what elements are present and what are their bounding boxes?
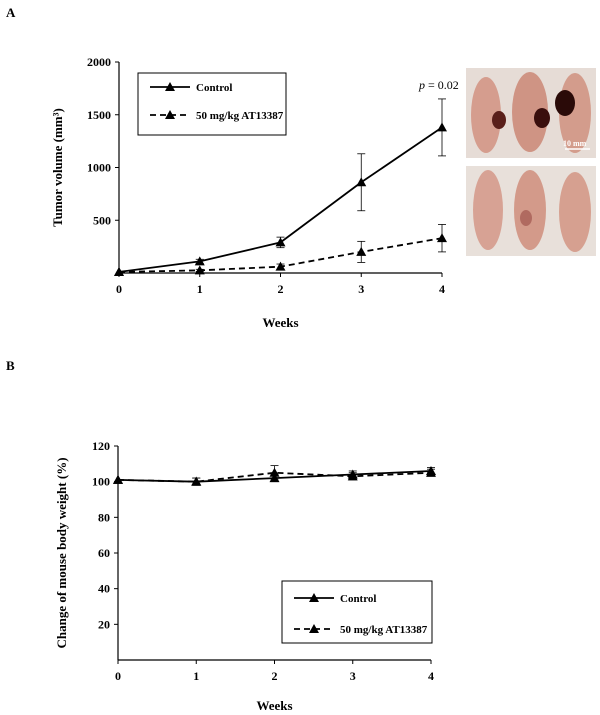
y-tick-label: 40 [98,582,110,596]
chart-b-body-weight: 20 40 60 80 100 120 0 1 2 3 4 Weeks Change of mouse … [54,439,436,713]
x-tick-label: 4 [428,669,434,683]
p-value-annotation: p = 0.02 [418,78,459,92]
x-tick-label: 4 [439,282,445,296]
y-tick-label: 20 [98,617,110,631]
data-point-control [437,122,447,132]
data-point-at13387 [194,265,205,275]
data-point-at13387 [347,471,358,481]
x-axis-title: Weeks [256,698,292,713]
data-point-control [275,237,286,247]
x-tick-label: 0 [115,669,121,683]
x-tick-label: 3 [358,282,364,296]
legend-label-at13387: 50 mg/kg AT13387 [196,110,284,122]
legend-box [137,72,287,136]
y-axis-title: Change of mouse body weight (%) [54,457,69,648]
y-tick-label: 100 [92,475,110,489]
panel-b-letter: B [6,358,15,373]
y-tick-label: 60 [98,546,110,560]
data-point-at13387 [269,467,280,477]
data-point-at13387 [437,233,447,243]
x-tick-label: 2 [278,282,284,296]
y-tick-label: 500 [93,213,111,227]
data-point-control [356,177,367,187]
legend-marker-control [309,593,319,602]
data-point-at13387 [114,266,124,276]
legend-marker-control [165,82,175,91]
x-axis-title: Weeks [262,315,298,330]
data-point-at13387 [426,467,436,477]
x-tick-label: 1 [193,669,199,683]
series-line-at13387 [117,471,432,483]
legend-marker-at13387 [309,624,319,633]
data-point-at13387 [356,246,367,256]
legend-label-control: Control [340,593,376,605]
y-tick-label: 80 [98,510,110,524]
y-axis-title: Tumor volume (mm³) [50,108,65,227]
legend-box [281,580,433,644]
photo-treated [466,166,596,256]
p-symbol: p [418,78,425,92]
x-tick-label: 2 [272,669,278,683]
y-tick-label: 2000 [87,55,111,69]
y-tick-label: 1000 [87,161,111,175]
series-line-control [118,126,443,273]
chart-a-tumor-volume: 500 1000 1500 2000 0 1 2 3 4 Weeks Tumor volume (m… [50,55,459,330]
data-point-control [194,256,205,266]
data-point-at13387 [275,261,286,271]
p-value-text: = 0.02 [425,78,459,92]
x-tick-label: 1 [197,282,203,296]
panel-a-letter: A [6,5,16,20]
legend-label-at13387: 50 mg/kg AT13387 [340,624,428,636]
x-tick-label: 0 [116,282,122,296]
data-point-at13387 [113,474,123,484]
scale-bar-label: 10 mm [563,139,587,148]
photo-control: 10 mm [466,68,596,158]
data-point-at13387 [191,476,202,486]
y-tick-label: 120 [92,439,110,453]
legend-label-control: Control [196,82,232,94]
mouse-photos: 10 mm [466,68,596,256]
legend-marker-at13387 [165,110,175,119]
y-tick-label: 1500 [87,108,111,122]
x-tick-label: 3 [350,669,356,683]
